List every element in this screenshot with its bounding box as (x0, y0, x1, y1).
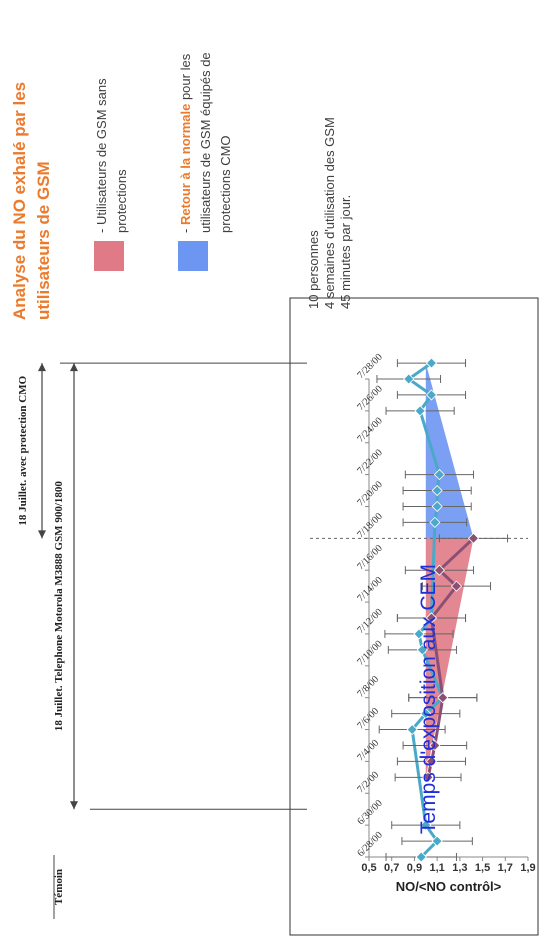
series-no-protection-point (433, 564, 445, 576)
temoin-label: Témoin (53, 869, 65, 905)
series-no-protection-point (422, 771, 434, 783)
series-cmo-point (403, 373, 415, 385)
info-line-1: 10 personnes (306, 230, 321, 309)
x-tick-label: 7/24/00 (355, 415, 384, 444)
x-tick-label: 7/10/00 (355, 639, 384, 668)
series-cmo-point (431, 484, 443, 497)
x-tick-label: 7/8/00 (355, 674, 381, 700)
y-axis-label: NO/<NO contrôl> (396, 879, 502, 894)
legend-swatch-blue (178, 241, 208, 271)
legend-item-2: - Retour à la normale pour les utilisate… (176, 3, 236, 233)
period1-label: 18 Juillet. Telephone Motorola M3888 GSM… (53, 481, 65, 732)
series-no-protection-point (467, 532, 480, 544)
period1-arrowhead-right (70, 363, 78, 372)
series-cmo-point (414, 405, 426, 417)
y-tick-label: 1,3 (452, 862, 467, 874)
x-tick-label: 7/26/00 (355, 384, 384, 413)
chart-frame (289, 297, 539, 936)
series-cmo-point (431, 500, 443, 513)
y-tick-label: 0,7 (384, 862, 399, 874)
x-tick-label: 7/4/00 (355, 738, 381, 764)
series-cmo-point (420, 819, 432, 831)
x-tick-label: 7/12/00 (355, 607, 384, 636)
period2-label: 18 Juillet. avec protection CMO (17, 375, 29, 525)
y-tick-label: 1,5 (475, 862, 490, 874)
y-tick-label: 0,9 (407, 862, 422, 874)
period1-arrowhead-left (70, 801, 78, 810)
x-tick-label: 7/22/00 (355, 447, 384, 476)
series-cmo-point (433, 469, 445, 481)
series-no-protection-point (437, 692, 449, 704)
y-tick-label: 1,9 (520, 862, 535, 874)
legend-item-2-prefix: - (178, 225, 193, 233)
series-no-protection-point (425, 612, 438, 624)
series-cmo-point (413, 628, 425, 640)
legend-item-1: - Utilisateurs de GSM sans protections (94, 78, 129, 233)
period2-arrowhead-left (38, 530, 46, 539)
x-tick-label: 7/2/00 (355, 770, 381, 796)
x-tick-label: 7/28/00 (355, 352, 384, 381)
series-cmo-point (425, 357, 438, 369)
series-no-protection-point (425, 755, 438, 767)
x-tick-label: 6/30/00 (355, 798, 384, 827)
series-cmo-point (415, 851, 427, 863)
series-cmo-point (425, 389, 438, 401)
legend-title: Analyse du NO exhalé par les utilisateur… (10, 81, 53, 320)
series-cmo-point (406, 723, 418, 736)
x-tick-label: 7/20/00 (355, 479, 384, 508)
info-line-2: 4 semaines d'utilisation des GSM (322, 117, 337, 309)
info-line-3: 45 minutes par jour. (338, 194, 353, 309)
series-cmo-point (429, 516, 441, 528)
region-no-protection (425, 538, 474, 778)
series-no-protection-point (450, 580, 463, 592)
series-cmo-point (431, 835, 443, 847)
series-no-protection-point (429, 739, 441, 752)
x-tick-label: 7/16/00 (355, 543, 384, 572)
y-tick-label: 1,7 (498, 862, 513, 874)
series-cmo-point (420, 708, 432, 720)
chart-title: Temps d'exposition aux CEM (417, 564, 440, 834)
x-tick-label: 7/18/00 (355, 511, 384, 540)
legend-swatch-red (94, 241, 124, 271)
period2-arrowhead-right (38, 363, 46, 372)
x-tick-label: 7/14/00 (355, 575, 384, 604)
x-tick-label: 7/6/00 (355, 706, 381, 732)
y-tick-label: 1,1 (429, 862, 444, 874)
legend-item-2-highlight: Retour à la normale (178, 103, 193, 226)
y-tick-label: 0,5 (361, 862, 376, 874)
study-info: 10 personnes 4 semaines d'utilisation de… (306, 117, 354, 309)
series-cmo-point (416, 644, 428, 656)
x-tick-label: 6/28/00 (355, 830, 384, 859)
